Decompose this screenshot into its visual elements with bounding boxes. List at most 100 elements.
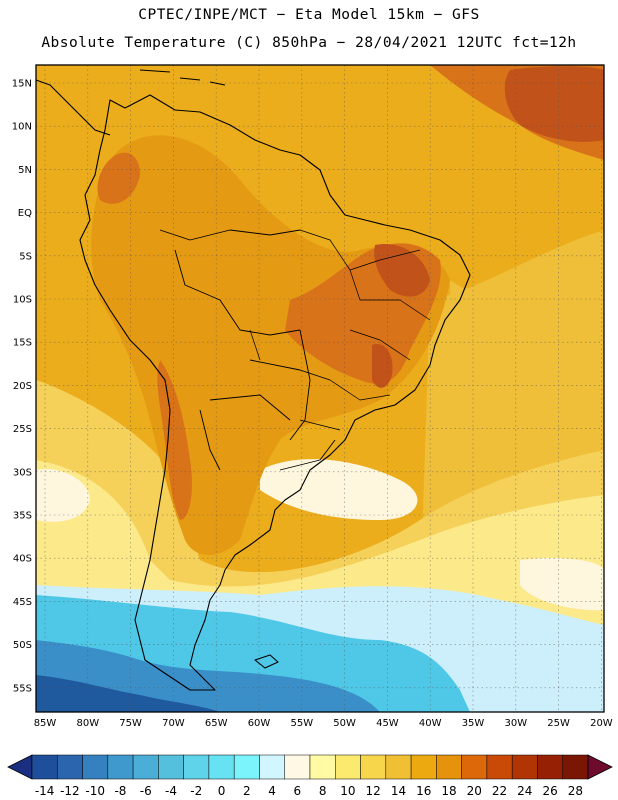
lat-label: EQ <box>18 208 32 219</box>
colorbar-label: 2 <box>243 784 251 798</box>
lat-label: 5N <box>18 165 32 176</box>
falklands-islands <box>254 654 279 669</box>
colorbar-swatch <box>486 754 513 780</box>
colorbar-high-arrow <box>587 754 613 780</box>
temperature-field <box>36 65 604 712</box>
field-pale-plata <box>260 459 418 520</box>
lon-label: 30W <box>504 718 527 729</box>
colorbar-swatch <box>82 754 109 780</box>
colorbar-label: 26 <box>542 784 557 798</box>
lat-label: 35S <box>13 511 32 522</box>
lat-label: 10N <box>12 122 32 133</box>
colorbar-label: 22 <box>492 784 507 798</box>
colorbar-swatch <box>385 754 412 780</box>
lon-label: 85W <box>34 718 57 729</box>
colorbar-label: 0 <box>218 784 226 798</box>
colorbar-swatch <box>233 754 260 780</box>
lat-label: 45S <box>13 597 32 608</box>
lat-label: 55S <box>13 683 32 694</box>
lon-label: 45W <box>376 718 399 729</box>
colorbar-label: 24 <box>517 784 532 798</box>
colorbar-swatch <box>259 754 285 780</box>
colorbar-swatch <box>57 754 83 780</box>
field-deep-blue <box>36 675 220 712</box>
colorbar-swatch <box>562 754 589 780</box>
field-deep-red-caribbean <box>504 66 604 142</box>
colorbar-swatch <box>284 754 311 780</box>
brazil-state-borders <box>249 229 431 401</box>
lat-label: 15N <box>12 79 32 90</box>
colorbar-low-arrow <box>7 754 33 780</box>
lat-label: 25S <box>13 424 32 435</box>
lon-label: 75W <box>119 718 142 729</box>
field-red-orange-colombia <box>97 152 140 204</box>
colorbar-label: 8 <box>319 784 327 798</box>
lat-label: 50S <box>13 640 32 651</box>
colorbar-label: 6 <box>294 784 302 798</box>
lon-label: 55W <box>290 718 313 729</box>
colorbar-label: 20 <box>467 784 482 798</box>
lon-label: 25W <box>547 718 570 729</box>
lat-label: 30S <box>13 467 32 478</box>
latitude-labels: 15N 10N 5N EQ 5S 10S 15S 20S 25S 30S 35S 40S 45S 50S 5… <box>12 79 32 695</box>
lon-label: 60W <box>248 718 271 729</box>
colorbar-label: 28 <box>568 784 583 798</box>
map-gridlines <box>36 65 604 712</box>
lat-label: 40S <box>13 554 32 565</box>
colorbar-label: -6 <box>140 784 152 798</box>
colorbar-label: -10 <box>85 784 105 798</box>
colorbar-swatch <box>31 754 58 780</box>
lon-label: 80W <box>76 718 99 729</box>
colorbar-swatch <box>410 754 437 780</box>
lon-label: 20W <box>590 718 613 729</box>
lon-label: 40W <box>419 718 442 729</box>
colorbar-swatch <box>132 754 159 780</box>
colorbar-swatch <box>309 754 336 780</box>
map-title-line2: Absolute Temperature (C) 850hPa − 28/04/… <box>41 35 577 51</box>
map-frame <box>35 64 605 713</box>
colorbar-label: -14 <box>35 784 55 798</box>
colorbar-swatch <box>436 754 462 780</box>
colorbar-swatch <box>537 754 563 780</box>
field-orange-light-east <box>450 280 604 450</box>
lon-label: 50W <box>333 718 356 729</box>
colorbar-label: 16 <box>416 784 431 798</box>
colorbar-label: -8 <box>114 784 126 798</box>
country-borders <box>159 229 341 471</box>
colorbar-swatch <box>107 754 134 780</box>
colorbar-swatch <box>158 754 184 780</box>
field-red-orange-andes <box>157 360 192 520</box>
colorbar-swatch <box>511 754 538 780</box>
lat-label: 20S <box>13 381 32 392</box>
colorbar-swatch <box>208 754 235 780</box>
colorbar-label: 12 <box>366 784 381 798</box>
field-deep-red-1 <box>374 244 430 297</box>
lon-label: 35W <box>462 718 485 729</box>
colorbar-label: 14 <box>391 784 406 798</box>
map-title-line1: CPTEC/INPE/MCT − Eta Model 15km − GFS <box>138 7 480 23</box>
colorbar-label: -2 <box>190 784 202 798</box>
colorbar-labels: -14 -12 -10 -8 -6 -4 -2 0 2 4 6 8 10 12 14 16 18 20 22 24 26… <box>35 784 583 798</box>
field-pale-east <box>520 558 604 611</box>
field-pale-patch <box>36 469 90 522</box>
colorbar-swatch <box>461 754 488 780</box>
lat-label: 5S <box>19 251 32 262</box>
colorbar-label: 4 <box>268 784 276 798</box>
colorbar-label: 10 <box>340 784 355 798</box>
central-america-coastline <box>35 79 111 136</box>
colorbar-label: 18 <box>441 784 456 798</box>
map-boundaries <box>35 69 471 691</box>
colorbar-label: -12 <box>60 784 80 798</box>
colorbar-swatch <box>335 754 361 780</box>
colorbar-label: -4 <box>165 784 177 798</box>
lat-label: 15S <box>13 338 32 349</box>
lat-label: 10S <box>13 295 32 306</box>
lon-label: 65W <box>205 718 228 729</box>
south-america-coastline <box>79 94 471 691</box>
lon-label: 70W <box>162 718 185 729</box>
longitude-labels: 85W 80W 75W 70W 65W 60W 55W 50W 45W 40W 35W 30W 25W 2… <box>34 718 613 729</box>
colorbar <box>7 754 613 780</box>
caribbean-islands <box>139 69 226 86</box>
colorbar-swatch <box>183 754 210 780</box>
